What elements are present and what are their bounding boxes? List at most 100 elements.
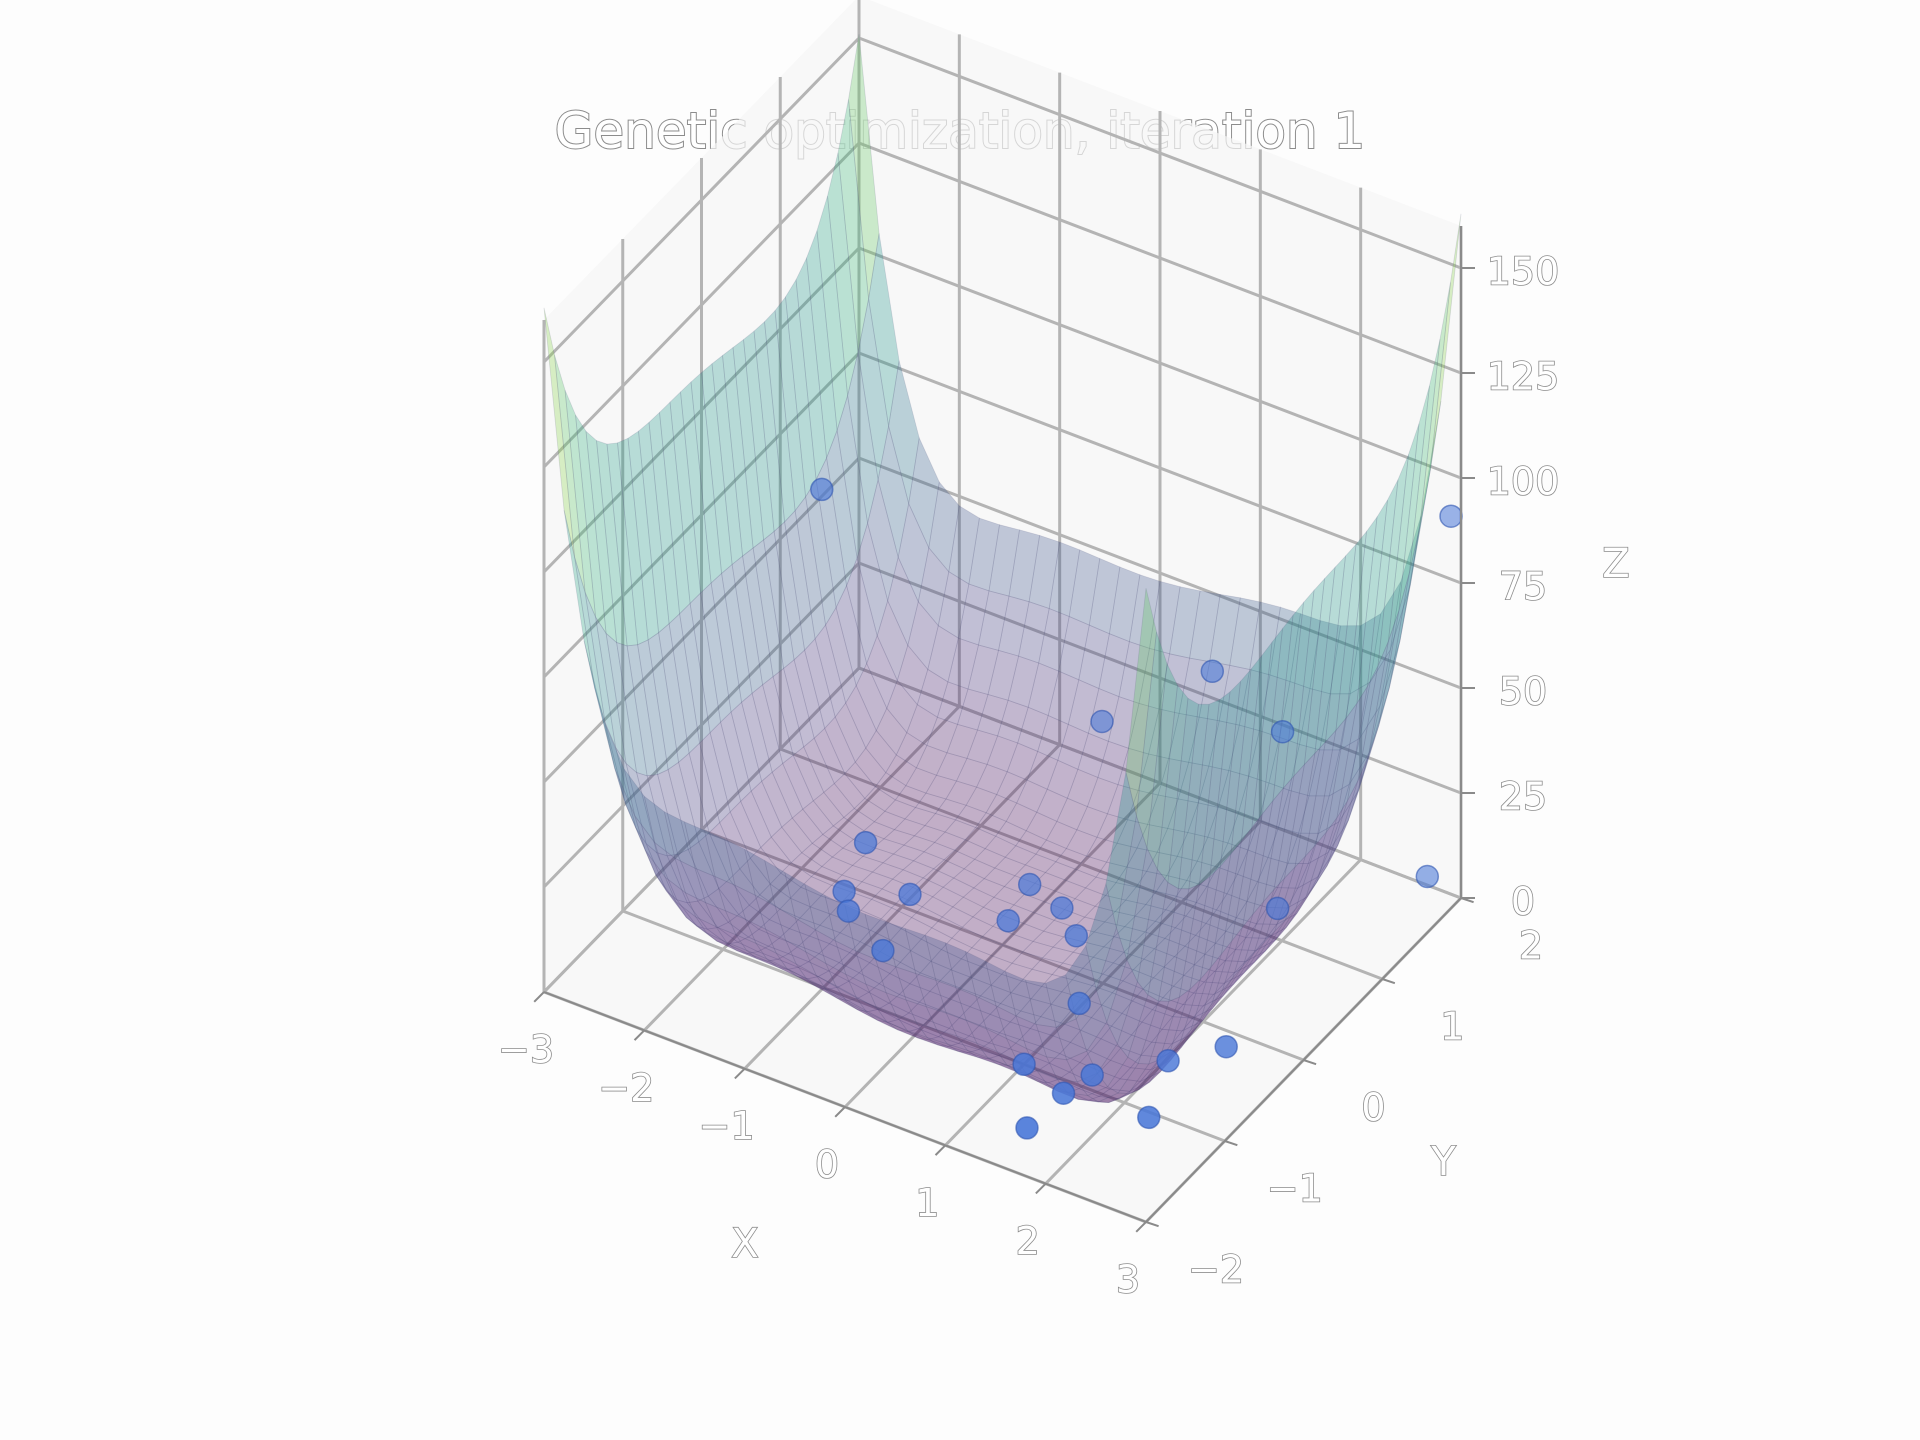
surface-patch (768, 908, 801, 930)
surface-patch (750, 780, 783, 838)
surface-patch (665, 890, 698, 927)
surface-patch (1327, 789, 1360, 853)
x-tick-label: −2 (598, 1066, 654, 1110)
surface-patch (1107, 1056, 1139, 1094)
surface-patch (969, 995, 1002, 1015)
surface-patch (917, 546, 950, 627)
surface-patch (1137, 753, 1170, 796)
surface-patch (574, 557, 606, 723)
z-axis-ticks: 0 25 50 75 100 125 150 (1461, 249, 1560, 924)
surface-patch (997, 699, 1029, 744)
surface-patch (995, 820, 1027, 847)
surface-patch (935, 979, 967, 1022)
surface-patch (786, 967, 818, 988)
surface-patch (635, 827, 667, 892)
surface-patch (1152, 966, 1185, 987)
surface-patch (877, 425, 910, 558)
surface-patch (1009, 1010, 1042, 1029)
surface-patch (871, 862, 904, 880)
surface-patch (1091, 973, 1124, 994)
surface-patch (966, 1049, 1001, 1060)
surface-patch (749, 846, 782, 885)
surface-patch (1294, 740, 1327, 869)
surface-patch (1180, 1003, 1213, 1048)
surface-patch (895, 1015, 929, 1039)
surface-patch (998, 595, 1030, 657)
surface-patch (595, 616, 627, 764)
surface-patch (921, 896, 954, 918)
surface-patch (894, 785, 927, 808)
surface-patch (885, 991, 918, 1024)
surface-patch (1084, 876, 1117, 896)
surface-patch (1368, 641, 1401, 753)
surface-patch (968, 1024, 1001, 1044)
surface-patch (1105, 771, 1137, 928)
surface-patch (1030, 985, 1063, 1005)
surface-patch (1165, 895, 1198, 917)
surface-patch (955, 986, 988, 1030)
surface-patch (766, 958, 800, 970)
surface-patch (975, 812, 1007, 837)
surface-patch (690, 371, 723, 584)
population-point (1439, 504, 1463, 528)
y-tick-label: 0 (1361, 1086, 1385, 1130)
surface-patch (833, 773, 866, 809)
surface-patch (904, 807, 937, 826)
surface-patch (911, 877, 944, 898)
surface-patch (897, 1012, 930, 1030)
surface-patch (704, 901, 737, 936)
surface-patch (988, 524, 1020, 597)
surface-patch (1399, 469, 1431, 642)
surface-patch (988, 1032, 1021, 1050)
surface-patch (758, 919, 791, 939)
surface-patch (1209, 680, 1242, 878)
surface-patch (793, 649, 826, 739)
surface-patch (1116, 819, 1149, 849)
surface-patch (964, 950, 997, 1007)
surface-patch (724, 838, 756, 896)
y-tick-mark (1381, 978, 1396, 985)
x-tick-label: 1 (915, 1181, 939, 1225)
surface-patch (846, 1001, 878, 1021)
surface-patch (886, 1019, 920, 1033)
surface-patch (1192, 995, 1224, 1019)
surface-patch (1299, 688, 1331, 751)
x-tick-label: 3 (1116, 1258, 1140, 1302)
surface-patch (1358, 687, 1390, 791)
surface-patch (1098, 1092, 1129, 1104)
surface-patch (1410, 400, 1442, 585)
surface-patch (900, 917, 933, 940)
surface-patch (1133, 931, 1166, 950)
surface-patch (799, 906, 832, 926)
surface-patch (789, 886, 822, 908)
surface-patch (1348, 706, 1381, 785)
surface-patch (583, 640, 616, 769)
surface-patch (1209, 593, 1241, 666)
surface-patch (1108, 566, 1141, 643)
grid-line-z-back (858, 36, 1462, 270)
surface-patch (675, 898, 709, 930)
surface-patch (1202, 983, 1234, 1007)
surface-patch (996, 771, 1028, 804)
surface-patch (1194, 922, 1227, 944)
surface-patch (860, 898, 893, 920)
surface-patch (822, 825, 855, 849)
surface-patch (1154, 909, 1187, 929)
surface-patch (647, 632, 680, 771)
surface-patch (784, 509, 816, 651)
surface-patch (1303, 566, 1336, 766)
surface-patch (614, 768, 646, 851)
surface-patch (920, 927, 953, 950)
surface-patch (714, 875, 747, 921)
surface-patch (779, 897, 812, 919)
surface-patch (1019, 998, 1053, 1018)
surface-patch (1110, 1012, 1143, 1036)
surface-patch (1245, 923, 1278, 939)
surface-patch (1221, 827, 1253, 955)
surface-patch (817, 986, 848, 1001)
surface-patch (861, 871, 894, 890)
surface-patch (594, 687, 626, 804)
x-axis-ticks: −3 −2 −1 0 1 2 3 (497, 991, 1147, 1302)
z-tick-label: 125 (1487, 355, 1560, 399)
surface-patch (1142, 977, 1175, 999)
